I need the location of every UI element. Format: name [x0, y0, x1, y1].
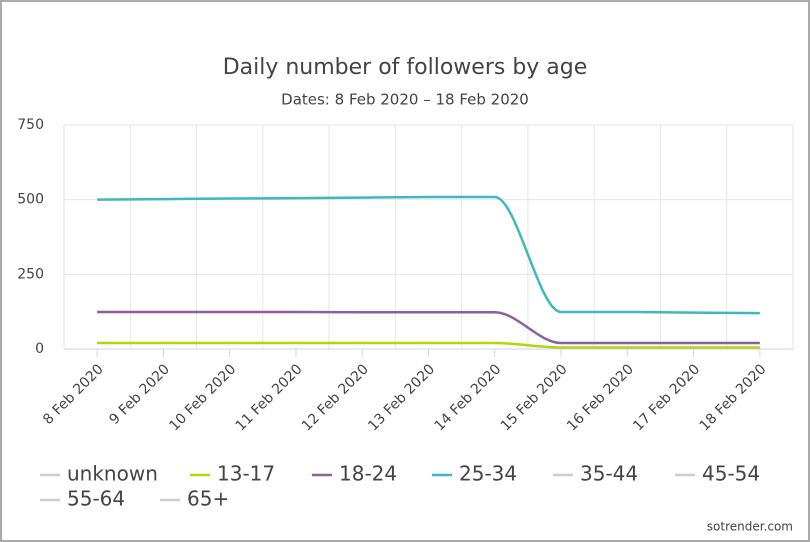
y-tick-label: 0	[35, 341, 44, 357]
legend-label[interactable]: 55-64	[67, 487, 125, 511]
series-line	[97, 310, 760, 345]
legend-label[interactable]: 35-44	[580, 462, 638, 486]
legend-label[interactable]: 25-34	[459, 462, 517, 486]
chart-subtitle: Dates: 8 Feb 2020 – 18 Feb 2020	[281, 91, 529, 109]
credit: sotrender.com	[707, 520, 793, 534]
chart-title: Daily number of followers by age	[223, 55, 588, 80]
legend-label[interactable]: 45-54	[702, 462, 760, 486]
legend-label[interactable]: 18-24	[339, 462, 397, 486]
y-tick-label: 250	[17, 266, 44, 282]
series-line	[97, 195, 760, 315]
y-tick-label: 500	[17, 192, 44, 208]
legend-label[interactable]: unknown	[67, 462, 158, 486]
y-tick-label: 750	[17, 117, 44, 133]
series-line	[97, 341, 760, 349]
legend-label[interactable]: 13-17	[217, 462, 275, 486]
legend-label[interactable]: 65+	[187, 487, 229, 511]
